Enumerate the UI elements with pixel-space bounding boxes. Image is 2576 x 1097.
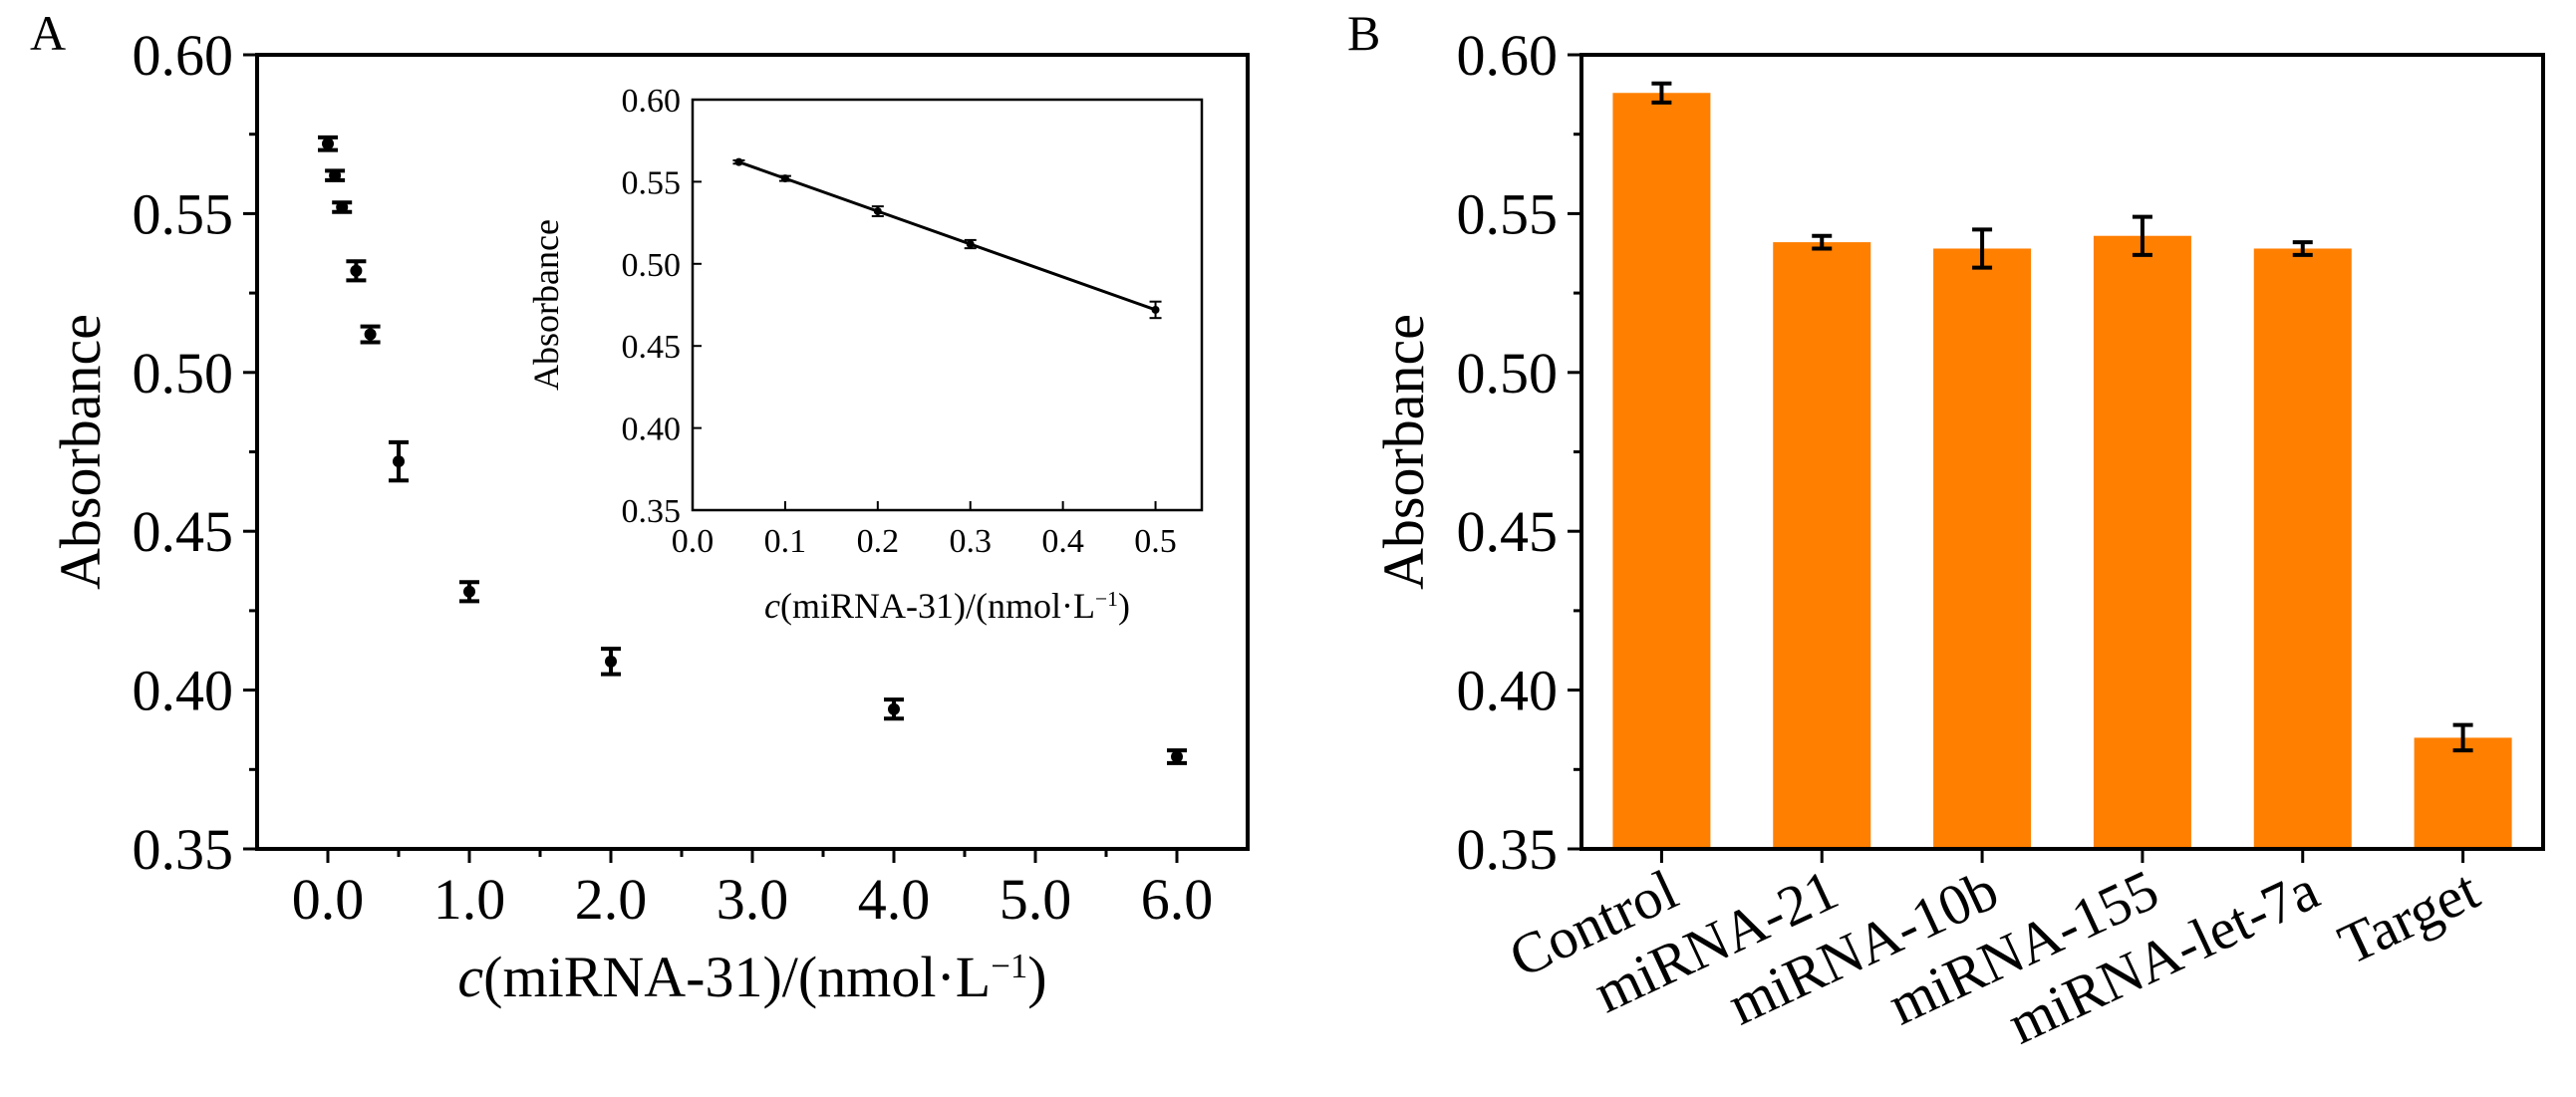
panel-a-data-point [888,702,900,715]
panel-a-data-point [350,264,363,277]
panel-a-xtick-label: 4.0 [858,867,931,932]
panel-a-data-point [463,585,475,598]
panel-a-ytick-label: 0.50 [133,341,234,406]
inset-data-point [780,174,789,183]
panel-a-points [318,135,1187,765]
panel-a-xlabel-italic: c [457,945,483,1009]
panel-a-ytick-label: 0.40 [133,659,234,723]
panel-a-data-point [322,137,334,150]
inset-xtick-label: 0.1 [764,523,807,560]
panel-a-data-point [336,201,349,214]
panel-a-data-point [1171,750,1183,763]
inset-ytick-label: 0.50 [622,247,682,284]
inset-xlabel-italic: c [764,586,780,626]
panel-a-data-point [605,655,617,668]
panel-b-bar [1933,248,2032,849]
inset-ylabel: Absorbance [526,219,566,391]
inset-xtick-label: 0.3 [949,523,992,560]
inset-xtick-label: 0.0 [672,523,715,560]
panel-b-bars [1612,81,2512,850]
inset-xtick-label: 0.4 [1041,523,1084,560]
panel-a-ytick-label: 0.60 [133,23,234,88]
panel-b-bar [2253,248,2352,849]
panel-b-ytick-label: 0.60 [1457,23,1559,88]
inset-ytick-label: 0.45 [622,329,682,366]
panel-a-xlabel: c(miRNA-31)/(nmol·L−1) [457,945,1046,1009]
inset-data-point [734,157,743,166]
inset-xlabel-close: ) [1118,586,1130,626]
panel-a-xtick-label: 6.0 [1141,867,1214,932]
panel-a-data-point [329,169,342,182]
panel-a-xtick-label: 0.0 [292,867,365,932]
inset-xlabel: c(miRNA-31)/(nmol·L−1) [764,586,1130,626]
inset-data-point [873,207,882,216]
panel-a-xlabel-text: (miRNA-31)/(nmol·L [483,945,991,1009]
panel-b-bar [2414,737,2512,849]
inset-ytick-label: 0.60 [622,83,682,120]
panel-b-bar [1773,242,1871,850]
panel-a-letter: A [30,5,66,61]
panel-a-ylabel: Absorbance [48,314,113,590]
panel-b-ylabel: Absorbance [1371,314,1436,590]
panel-b-ytick-label: 0.50 [1457,341,1559,406]
inset-frame [691,98,1204,512]
inset-xlabel-sup: −1 [1095,587,1118,611]
panel-b-bar [2093,235,2191,849]
inset-data-point [1151,305,1160,314]
inset-data-point [966,240,975,249]
panel-b-letter: B [1347,5,1380,61]
inset-points [732,157,1162,320]
panel-b-ytick-label: 0.35 [1457,817,1559,882]
panel-a-xlabel-close: ) [1027,945,1046,1009]
panel-a-data-point [364,328,377,341]
panel-a-xtick-label: 3.0 [716,867,789,932]
panel-a-data-point [393,455,405,468]
panel-a-xtick-label: 5.0 [1000,867,1072,932]
panel-b-bar [1612,93,1711,850]
panel-a-ytick-label: 0.35 [133,817,234,882]
inset-ytick-label: 0.55 [622,164,682,201]
panel-b-ytick-label: 0.40 [1457,659,1559,723]
panel-a-xtick-label: 1.0 [433,867,506,932]
inset-xtick-label: 0.2 [857,523,900,560]
panel-a-xtick-label: 2.0 [575,867,648,932]
panel-a-ytick-label: 0.55 [133,181,234,246]
panel-b-frame [1579,53,2545,851]
panel-a-xlabel-sup: −1 [991,947,1027,985]
inset-ytick-label: 0.35 [622,493,682,530]
panel-b-ytick-label: 0.45 [1457,499,1559,564]
inset-fit-line [737,160,1157,312]
inset-ytick-label: 0.40 [622,411,682,448]
panel-b-ytick-label: 0.55 [1457,181,1559,246]
inset-xlabel-text: (miRNA-31)/(nmol·L [780,586,1095,626]
panel-b-xtick-label: Target [2329,857,2488,977]
inset-xtick-label: 0.5 [1134,523,1177,560]
panel-a-ytick-label: 0.45 [133,499,234,564]
